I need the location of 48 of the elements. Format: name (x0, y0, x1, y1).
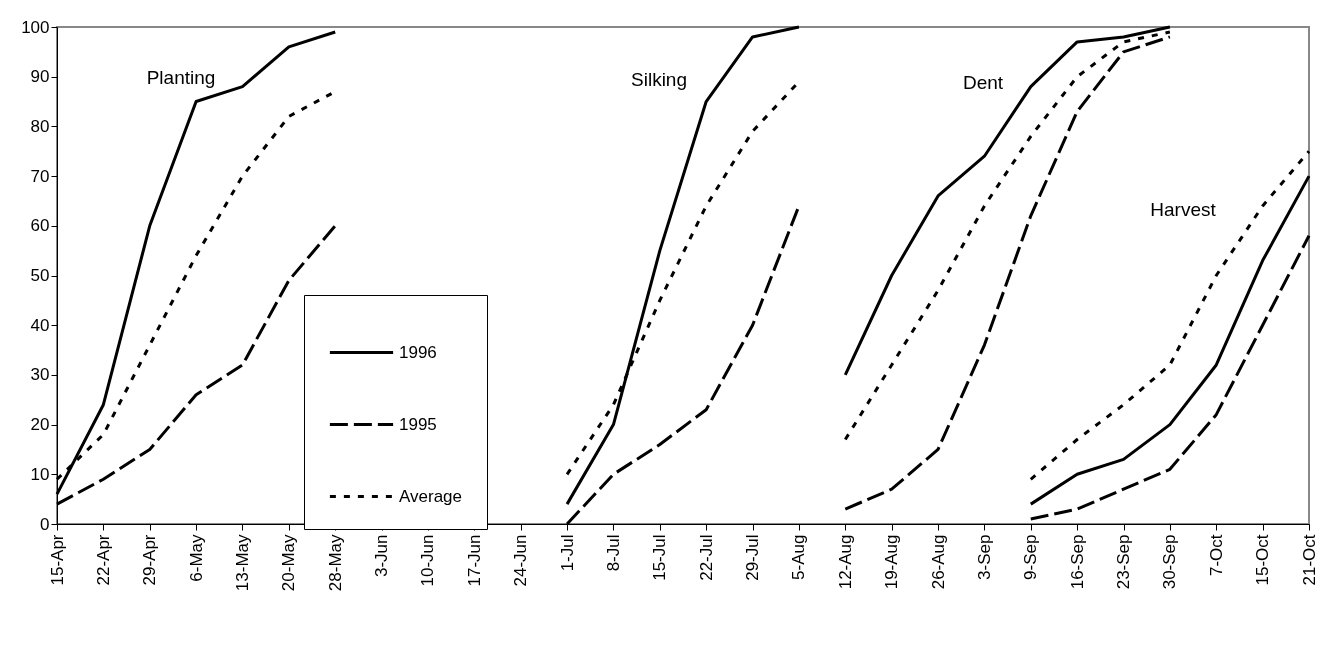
y-tick-label: 70 (30, 166, 50, 186)
annotation: Harvest (1150, 199, 1217, 220)
x-tick-label: 29-Jul (743, 534, 763, 581)
x-tick-label: 7-Oct (1206, 534, 1226, 577)
x-tick-label: 15-Jul (650, 534, 670, 581)
x-tick-label: 6-May (186, 534, 206, 582)
x-tick-label: 19-Aug (882, 534, 902, 590)
x-tick-label: 16-Sep (1067, 534, 1087, 590)
legend-label: 1996 (399, 342, 437, 362)
annotation: Silking (631, 69, 687, 90)
x-tick-label: 29-Apr (140, 534, 160, 586)
x-tick-label: 5-Aug (789, 534, 809, 580)
x-tick-label: 9-Sep (1021, 534, 1041, 580)
x-tick-label: 24-Jun (511, 534, 531, 587)
y-tick-label: 80 (30, 116, 50, 136)
x-tick-label: 3-Sep (974, 534, 994, 580)
x-tick-label: 1-Jul (557, 534, 577, 572)
x-tick-label: 23-Sep (1114, 534, 1134, 590)
x-tick-label: 28-May (325, 534, 345, 592)
x-tick-label: 15-Oct (1253, 534, 1273, 586)
x-tick-label: 13-May (232, 534, 252, 592)
y-tick-label: 50 (30, 266, 50, 285)
x-tick-label: 3-Jun (372, 534, 392, 578)
y-tick-label: 60 (30, 216, 50, 236)
x-tick-label: 10-Jun (418, 534, 438, 587)
x-tick-label: 20-May (279, 534, 299, 592)
annotation: Planting (146, 67, 216, 88)
line-series (1029, 234, 1311, 521)
y-tick-label: 20 (30, 415, 50, 435)
legend-label: 1995 (399, 414, 437, 434)
y-tick-label: 30 (30, 365, 50, 385)
x-tick-label: 15-Apr (47, 534, 67, 586)
x-tick-label: 21-Oct (1299, 534, 1319, 586)
x-tick-label: 22-Jul (696, 534, 716, 581)
annotation: Dent (962, 72, 1004, 93)
x-tick-label: 22-Apr (93, 534, 113, 586)
y-tick-label: 100 (21, 17, 50, 37)
line-series (565, 25, 801, 506)
y-tick-label: 0 (40, 514, 50, 534)
x-tick-label: 26-Aug (928, 534, 948, 590)
y-tick-label: 90 (30, 67, 50, 87)
y-tick-label: 40 (30, 315, 50, 335)
y-tick-label: 10 (30, 464, 50, 484)
x-tick-label: 17-Jun (464, 534, 484, 587)
legend-label: Average (399, 486, 463, 506)
x-tick-label: 30-Sep (1160, 534, 1180, 590)
x-tick-label: 8-Jul (603, 534, 623, 572)
x-tick-label: 12-Aug (835, 534, 855, 590)
